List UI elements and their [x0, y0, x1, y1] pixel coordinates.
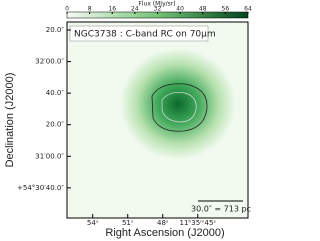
contour — [151, 83, 208, 132]
chart: NGC3738 : C-band RC on 70μm 30.0″ = 713 … — [4, 1, 252, 239]
colorbar-tick-label: 64 — [244, 6, 252, 13]
label-box — [69, 25, 209, 42]
y-tick-label: 20.0″ — [46, 121, 65, 129]
colorbar-label: Flux (MJy/sr) — [138, 1, 175, 8]
x-axis-title: Right Ascension (J2000) — [105, 227, 224, 239]
colorbar-tick-label: 40 — [176, 6, 184, 13]
y-tick-label: 40.0″ — [46, 89, 65, 97]
chart-title: NGC3738 : C-band RC on 70μm — [74, 30, 216, 40]
y-tick-label: 32′00.0″ — [35, 58, 64, 66]
emission — [120, 48, 236, 160]
x-tick-label: 48ˢ — [157, 219, 169, 227]
colorbar-tick-label: 24 — [131, 6, 139, 13]
colorbar-tick-label: 32 — [154, 6, 162, 13]
colorbar-tick-label: 0 — [65, 6, 69, 13]
y-tick-label: 20.0″ — [46, 26, 65, 34]
x-tick-label: 11ʰ35ᵐ45ˢ — [180, 219, 217, 227]
colorbar-tick-label: 16 — [108, 6, 116, 13]
colorbar-tick-label: 56 — [222, 6, 230, 13]
contour — [161, 91, 197, 123]
x-tick-label: 54ˢ — [87, 219, 99, 227]
y-axis-title: Declination (J2000) — [4, 73, 16, 168]
colorbar-tick-label: 8 — [88, 6, 92, 13]
y-tick-label: +54°30′40.0″ — [17, 184, 64, 192]
y-tick-label: 31′00.0″ — [35, 152, 64, 160]
colorbar-tick-label: 48 — [199, 6, 207, 13]
x-tick-label: 51ˢ — [122, 219, 134, 227]
scalebar-label: 30.0″ = 713 pc — [191, 205, 251, 214]
